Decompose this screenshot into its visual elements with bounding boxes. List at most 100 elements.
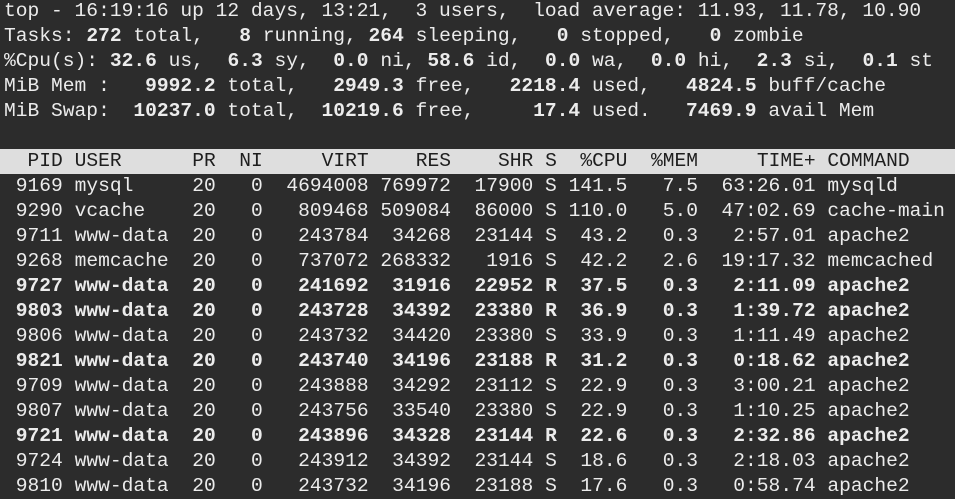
number: 0.0 — [650, 50, 687, 72]
cell: 20 — [192, 175, 216, 197]
cell: apache2 — [827, 300, 910, 322]
cell: apache2 — [827, 425, 910, 447]
summary-line: Tasks: 272 total, 8 running, 264 sleepin… — [4, 25, 804, 47]
cell: 36.9 — [580, 300, 628, 322]
process-row: 9821 www-data 20 0 243740 34196 23188 R … — [4, 349, 910, 374]
cell: www-data — [74, 375, 169, 397]
cell: S — [545, 400, 557, 422]
cell: 0.3 — [662, 400, 698, 422]
cell: 9810 — [15, 475, 63, 497]
number: 2.3 — [756, 50, 792, 72]
cell: 110.0 — [568, 200, 628, 222]
number: 58.6 — [427, 50, 475, 72]
cell: 9807 — [15, 400, 63, 422]
cell: 9803 — [15, 300, 63, 322]
cell: 22.6 — [580, 425, 628, 447]
cell: 769972 — [380, 175, 451, 197]
cell: 9709 — [15, 375, 63, 397]
table-header: PID USER PR NI VIRT RES SHR S %CPU %MEM … — [0, 149, 955, 174]
cell: 9169 — [15, 175, 63, 197]
cell: 243740 — [298, 350, 369, 372]
number: 8 — [239, 25, 251, 47]
cell: 19:17.32 — [721, 250, 816, 272]
cell: 23188 — [474, 475, 534, 497]
cell: 509084 — [380, 200, 451, 222]
cell: memcache — [74, 250, 169, 272]
cell: S — [545, 225, 557, 247]
cell: %CPU — [580, 150, 628, 172]
cell: 0 — [251, 225, 263, 247]
cell: www-data — [74, 275, 169, 297]
process-row: 9724 www-data 20 0 243912 34392 23144 S … — [4, 449, 910, 474]
cell: 23112 — [474, 375, 534, 397]
cell: 0 — [251, 350, 263, 372]
number: 9992.2 — [145, 75, 216, 97]
cell: S — [545, 375, 557, 397]
cell: VIRT — [321, 150, 369, 172]
cell: 20 — [192, 300, 216, 322]
cell: 20 — [192, 425, 216, 447]
cell: 243732 — [298, 475, 369, 497]
cell: apache2 — [827, 375, 910, 397]
cell: 0 — [251, 300, 263, 322]
cell: 34196 — [392, 350, 451, 372]
cell: 0 — [251, 200, 263, 222]
cell: 0 — [251, 250, 263, 272]
process-row: 9727 www-data 20 0 241692 31916 22952 R … — [4, 274, 910, 299]
cell: www-data — [74, 300, 169, 322]
cell: 2:32.86 — [733, 425, 816, 447]
cell: 9727 — [15, 275, 63, 297]
number: 17.4 — [533, 100, 581, 122]
cell: memcached — [827, 250, 934, 272]
cell: 17.6 — [580, 475, 628, 497]
cell: 34392 — [392, 450, 451, 472]
cell: 2.6 — [662, 250, 698, 272]
cell: 243728 — [298, 300, 369, 322]
process-row: 9810 www-data 20 0 243732 34196 23188 S … — [4, 474, 910, 499]
number: 0.0 — [544, 50, 581, 72]
cell: www-data — [74, 225, 169, 247]
number: 32.6 — [109, 50, 157, 72]
cell: 23188 — [474, 350, 534, 372]
cell: apache2 — [827, 450, 910, 472]
process-row: 9721 www-data 20 0 243896 34328 23144 R … — [4, 424, 910, 449]
cell: R — [545, 275, 557, 297]
cell: 18.6 — [580, 450, 628, 472]
cell: 0 — [251, 275, 263, 297]
cell: 809468 — [298, 200, 369, 222]
cell: 34328 — [392, 425, 451, 447]
cell: 9290 — [15, 200, 63, 222]
cell: S — [545, 150, 557, 172]
number: 0.1 — [862, 50, 898, 72]
cell: 0 — [251, 425, 263, 447]
cell: 737072 — [298, 250, 369, 272]
number: 10219.6 — [321, 100, 404, 122]
cell: 63:26.01 — [721, 175, 816, 197]
cell: 1916 — [486, 250, 534, 272]
cell: 34392 — [392, 300, 451, 322]
number: 10237.0 — [133, 100, 216, 122]
cell: 0.3 — [662, 425, 698, 447]
cell: 0 — [251, 450, 263, 472]
cell: cache-main — [827, 200, 945, 222]
cell: 23144 — [474, 225, 534, 247]
cell: 0 — [251, 475, 263, 497]
cell: 23380 — [474, 325, 534, 347]
cell: 5.0 — [662, 200, 698, 222]
cell: 9724 — [15, 450, 63, 472]
cell: 17900 — [474, 175, 534, 197]
cell: apache2 — [827, 350, 910, 372]
cell: 1:39.72 — [733, 300, 816, 322]
cell: 20 — [192, 275, 216, 297]
cell: www-data — [74, 350, 169, 372]
cell: R — [545, 300, 557, 322]
cell: 20 — [192, 475, 216, 497]
cell: 243888 — [298, 375, 369, 397]
number: 6.3 — [227, 50, 263, 72]
process-row: 9268 memcache 20 0 737072 268332 1916 S … — [4, 249, 933, 274]
cell: www-data — [74, 400, 169, 422]
cell: 0.3 — [662, 225, 698, 247]
cell: R — [545, 350, 557, 372]
cell: www-data — [74, 475, 169, 497]
